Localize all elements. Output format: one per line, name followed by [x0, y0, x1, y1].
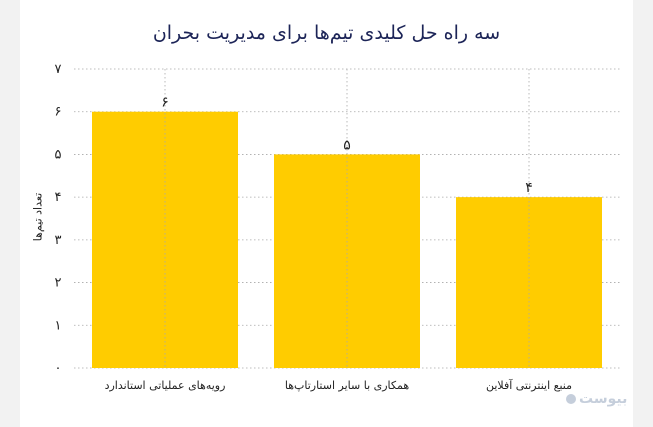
y-tick-label: ۰: [55, 361, 62, 376]
y-tick-label: ۲: [55, 276, 62, 291]
x-tick-label: منبع اینترنتی آفلاین: [486, 378, 572, 392]
y-tick-label: ۷: [55, 62, 62, 77]
y-tick-label: ۳: [55, 233, 62, 248]
bar-value-label: ۵: [343, 137, 351, 153]
x-tick-label: همکاری با سایر استارتاپ‌ها: [285, 379, 409, 392]
y-tick-label: ۴: [55, 190, 62, 205]
logo-dot-icon: [566, 394, 576, 404]
watermark-text: بیوست: [579, 391, 628, 407]
bar-value-label: ۶: [161, 95, 169, 111]
y-tick-label: ۵: [55, 147, 62, 162]
y-tick-label: ۱: [55, 318, 62, 333]
y-axis-label: تعداد تیم‌ها: [31, 192, 45, 242]
y-tick-label: ۶: [55, 105, 62, 120]
bar-value-label: ۴: [525, 180, 533, 196]
chart-title: سه راه حل کلیدی تیم‌ها برای مدیریت بحران: [152, 22, 501, 44]
x-tick-label: رویه‌های عملیاتی استاندارد: [105, 379, 226, 392]
watermark-logo: بیوست: [566, 391, 627, 407]
